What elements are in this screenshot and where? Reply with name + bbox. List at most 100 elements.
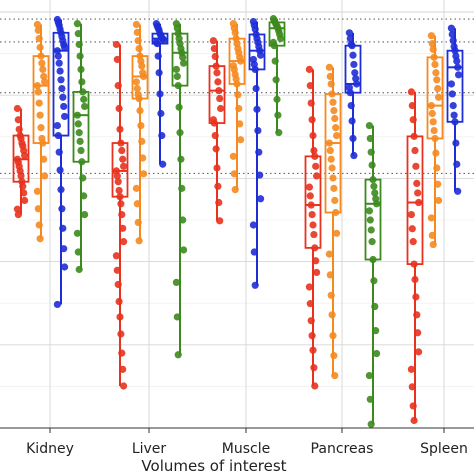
- x-tick-label: Spleen: [420, 441, 468, 457]
- data-point: [251, 65, 259, 74]
- data-point: [216, 94, 224, 103]
- data-point: [13, 104, 21, 113]
- data-layer: [12, 15, 464, 428]
- data-point: [452, 139, 460, 147]
- data-point: [118, 210, 126, 219]
- box-group: [111, 40, 129, 390]
- data-point: [132, 78, 140, 86]
- data-point: [327, 80, 335, 88]
- data-point: [428, 109, 436, 118]
- data-point: [38, 59, 46, 67]
- data-point: [448, 90, 456, 98]
- data-point: [312, 162, 320, 170]
- data-point: [174, 82, 182, 90]
- data-point: [307, 201, 315, 209]
- data-point: [114, 82, 122, 90]
- data-point: [432, 149, 440, 157]
- data-point: [365, 371, 373, 380]
- data-point: [73, 229, 81, 237]
- data-point: [256, 171, 264, 179]
- data-point: [451, 118, 459, 126]
- data-point: [274, 111, 282, 119]
- data-point: [253, 105, 261, 113]
- data-point: [309, 221, 317, 229]
- data-point: [177, 155, 185, 163]
- x-ticks: Kidney Liver Muscle Pancreas Spleen: [26, 428, 468, 457]
- data-point: [353, 80, 361, 88]
- data-point: [211, 52, 219, 61]
- data-point: [213, 69, 221, 77]
- data-point: [310, 364, 318, 372]
- data-point: [333, 131, 341, 140]
- data-point: [275, 129, 283, 137]
- box-group: [228, 20, 246, 194]
- data-point: [34, 205, 42, 213]
- data-point: [370, 182, 378, 190]
- data-point: [180, 246, 188, 254]
- data-point: [215, 198, 223, 207]
- data-point: [137, 121, 145, 130]
- data-point: [305, 65, 313, 74]
- box-group: [72, 20, 90, 274]
- data-point: [373, 349, 381, 358]
- data-point: [332, 124, 340, 132]
- data-point: [415, 198, 423, 207]
- data-point: [430, 126, 438, 135]
- data-point: [37, 52, 45, 60]
- data-point: [305, 283, 313, 291]
- data-point: [231, 186, 239, 194]
- data-point: [115, 104, 123, 113]
- gridlines: [0, 0, 474, 429]
- data-point: [249, 221, 257, 229]
- data-point: [61, 43, 69, 51]
- data-point: [116, 313, 124, 321]
- data-point: [59, 93, 67, 101]
- data-point: [370, 277, 378, 285]
- data-point: [409, 402, 417, 410]
- data-point: [306, 82, 314, 90]
- data-point: [412, 293, 420, 301]
- data-point: [408, 383, 416, 391]
- data-point: [414, 189, 422, 197]
- data-point: [311, 382, 319, 390]
- data-point: [236, 120, 244, 128]
- data-point: [34, 26, 42, 34]
- x-tick-label: Kidney: [26, 441, 74, 457]
- data-point: [350, 60, 358, 69]
- data-point: [135, 45, 143, 53]
- data-point: [272, 76, 280, 84]
- data-point: [307, 99, 315, 107]
- data-point: [348, 42, 356, 50]
- data-point: [255, 148, 263, 156]
- data-point: [306, 192, 314, 200]
- data-point: [112, 252, 120, 260]
- data-point: [310, 146, 318, 155]
- data-point: [333, 229, 341, 237]
- data-point: [434, 84, 442, 93]
- data-point: [310, 230, 318, 239]
- data-point: [132, 20, 140, 29]
- data-point: [233, 80, 241, 88]
- box-group: [406, 88, 424, 425]
- data-point: [214, 78, 222, 86]
- data-point: [133, 28, 141, 36]
- data-point: [115, 186, 123, 195]
- box-group: [304, 65, 322, 390]
- data-point: [455, 71, 463, 79]
- x-axis-title: Volumes of interest: [141, 457, 286, 474]
- data-point: [447, 80, 455, 88]
- data-point: [326, 72, 334, 81]
- data-point: [55, 59, 63, 67]
- data-point: [331, 114, 339, 123]
- data-point: [135, 94, 143, 103]
- x-tick-label: Pancreas: [311, 441, 374, 457]
- data-point: [366, 134, 374, 143]
- data-point: [349, 51, 357, 59]
- data-point: [454, 187, 462, 195]
- data-point: [33, 20, 42, 29]
- data-point: [211, 131, 219, 140]
- data-point: [371, 189, 379, 197]
- data-point: [74, 30, 82, 38]
- data-point: [53, 300, 62, 309]
- box-group: [151, 20, 169, 168]
